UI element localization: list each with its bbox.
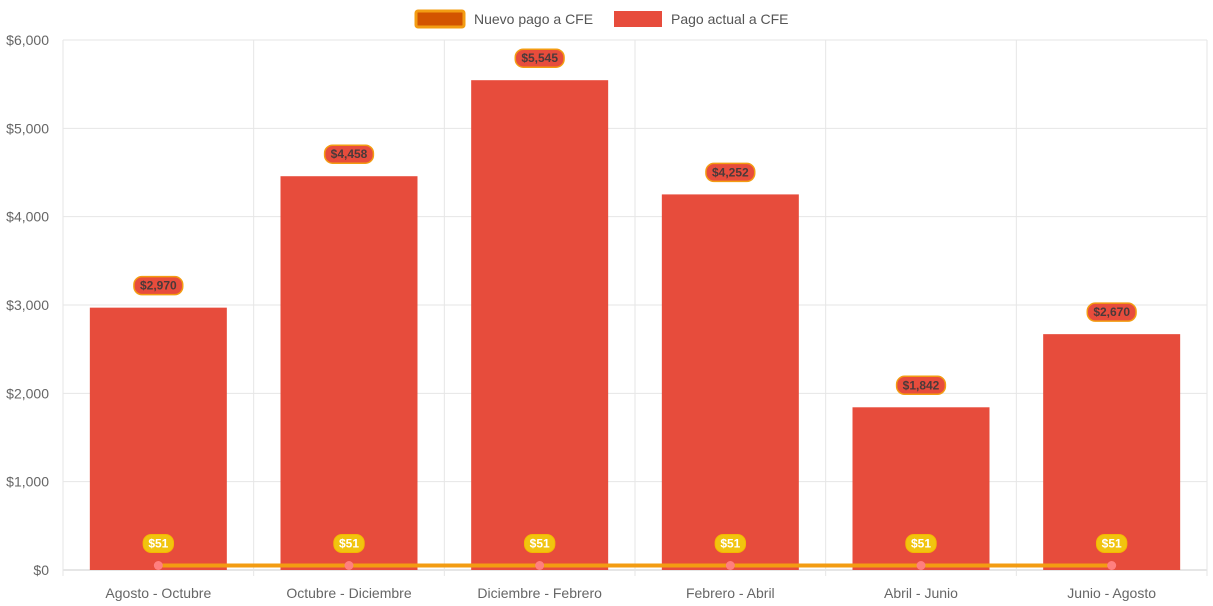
line-point[interactable] (344, 560, 354, 570)
x-tick-label: Febrero - Abril (686, 585, 775, 601)
bar-label-badge (514, 48, 565, 68)
legend-swatch-nuevo-pago[interactable] (414, 9, 466, 29)
line-data-label: $51 (1102, 536, 1122, 550)
line-label-badge (714, 533, 747, 553)
line-data-label: $51 (720, 536, 740, 550)
bar-label-badge (705, 162, 756, 183)
y-axis: $0 $1,000 $2,000 $3,000 $4,000 $5,000 $6,000 (6, 32, 49, 578)
y-tick-label: $2,000 (6, 385, 49, 401)
line-series (153, 560, 1117, 570)
line-point[interactable] (916, 560, 926, 570)
line-label-badge (1095, 533, 1128, 553)
y-tick-label: $4,000 (6, 209, 49, 225)
bar-data-label: $2,670 (1093, 305, 1130, 319)
bar-labels: $2,970 $4,458 $5,545 $4,252 $1,842 $2,670 (133, 48, 1137, 396)
line-point[interactable] (535, 560, 545, 570)
line-data-label: $51 (148, 536, 168, 550)
x-tick-label: Junio - Agosto (1067, 585, 1156, 601)
x-tick-label: Octubre - Diciembre (286, 585, 411, 601)
bar-label-badge (1086, 302, 1137, 322)
y-tick-label: $1,000 (6, 474, 49, 490)
legend-label-nuevo-pago[interactable]: Nuevo pago a CFE (474, 11, 593, 27)
bar[interactable] (661, 194, 799, 570)
line-label-badge (142, 533, 175, 553)
legend-label-pago-actual[interactable]: Pago actual a CFE (671, 11, 789, 27)
line-label-badge (523, 533, 556, 553)
bar-label-badge (133, 275, 184, 296)
y-tick-label: $5,000 (6, 120, 49, 136)
y-tick-label: $6,000 (6, 32, 49, 48)
bar-data-label: $4,458 (331, 147, 368, 161)
x-tick-label: Abril - Junio (884, 585, 958, 601)
line-point[interactable] (153, 560, 163, 570)
bars (89, 80, 1181, 571)
y-tick-label: $3,000 (6, 297, 49, 313)
line-data-label: $51 (339, 536, 359, 550)
line-point[interactable] (725, 560, 735, 570)
line-label-badge (905, 533, 937, 553)
line-label-badge (333, 533, 365, 553)
line-data-label: $51 (911, 536, 931, 550)
x-tick-label: Agosto - Octubre (105, 585, 211, 601)
bar[interactable] (471, 80, 609, 571)
bar[interactable] (1043, 334, 1181, 570)
grid (62, 39, 1208, 576)
bar-data-label: $4,252 (712, 165, 749, 179)
bar-label-badge (323, 144, 375, 164)
line-point[interactable] (1107, 560, 1117, 570)
x-axis: Agosto - Octubre Octubre - Diciembre Dicie… (105, 585, 1156, 601)
legend-swatch-pago-actual[interactable] (614, 11, 662, 27)
bar[interactable] (280, 176, 418, 570)
bar-data-label: $2,970 (140, 279, 177, 293)
line-data-label: $51 (530, 536, 550, 550)
bar[interactable] (89, 307, 227, 570)
bar-label-badge (895, 375, 947, 396)
legend: Nuevo pago a CFE Pago actual a CFE (414, 9, 789, 29)
line-labels: $51 $51 $51 $51 $51 $51 (142, 533, 1128, 553)
x-tick-label: Diciembre - Febrero (477, 585, 602, 601)
bar-data-label: $5,545 (521, 51, 558, 65)
y-tick-label: $0 (33, 562, 49, 578)
bar-data-label: $1,842 (903, 378, 940, 392)
